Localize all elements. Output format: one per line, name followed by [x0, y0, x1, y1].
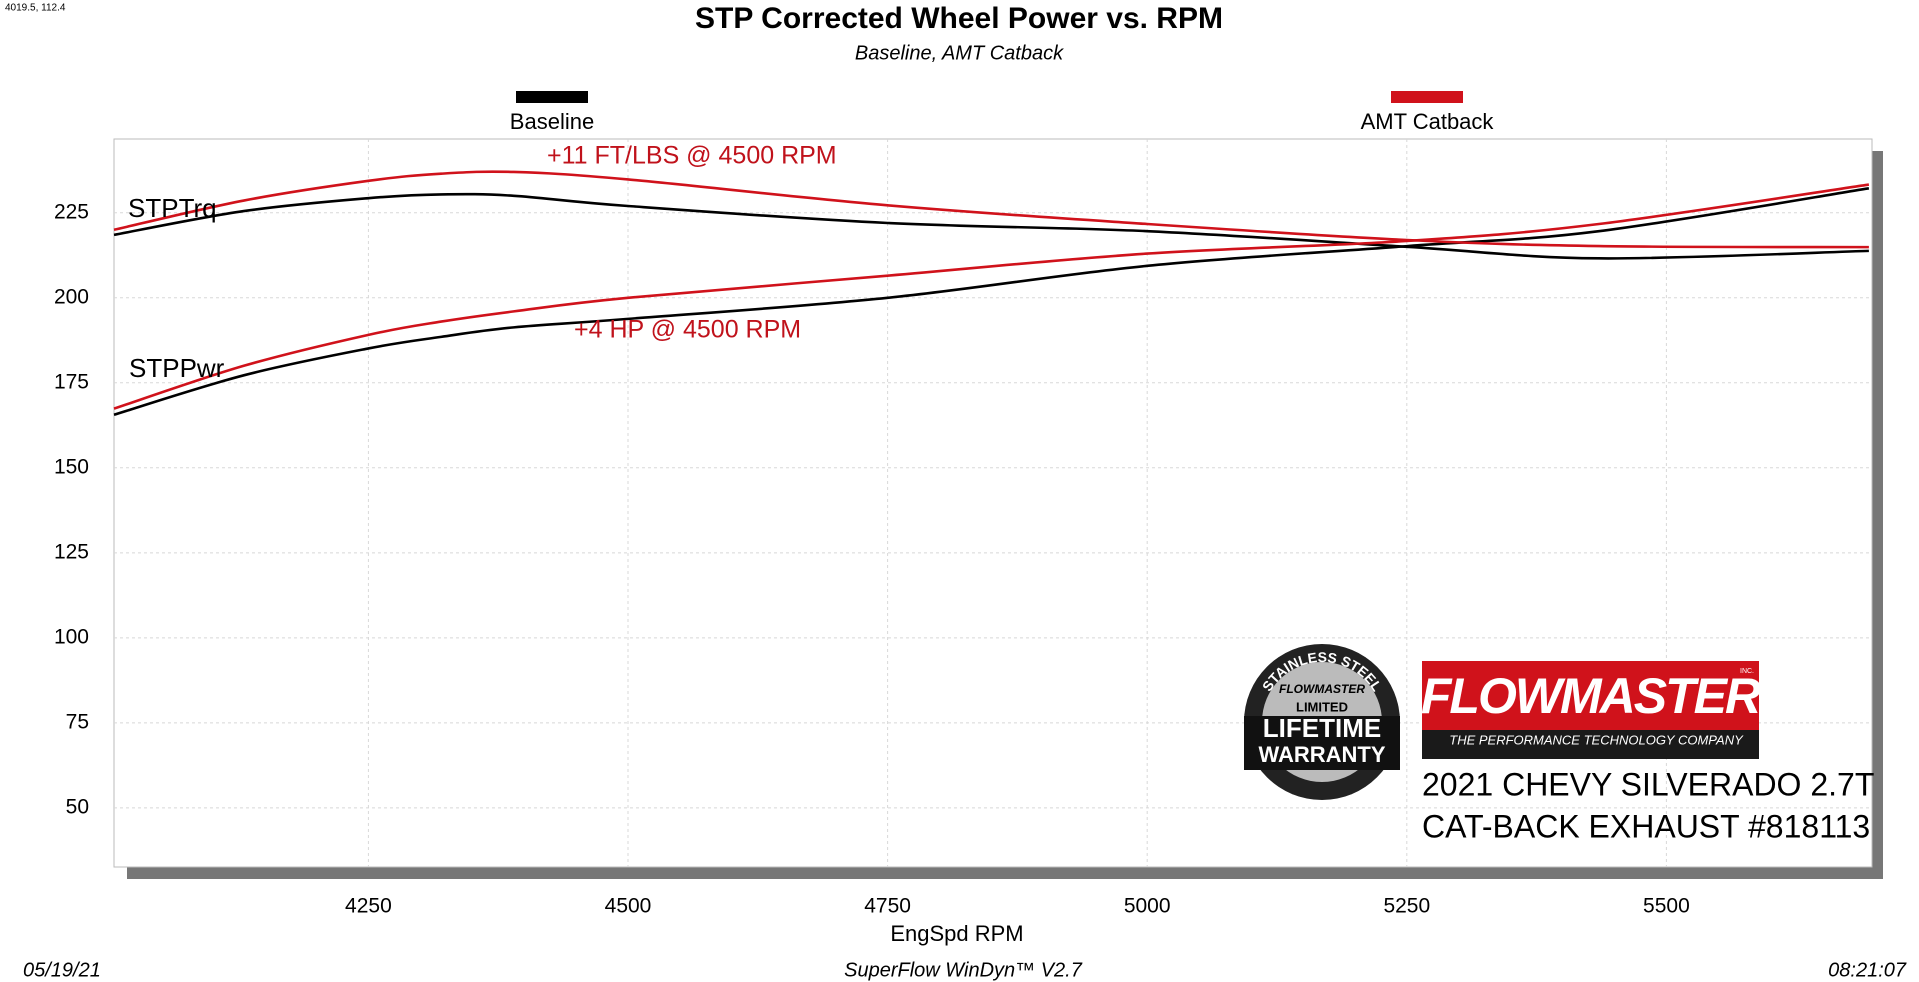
vehicle-line: CAT-BACK EXHAUST #818113 [1422, 808, 1870, 844]
series-line [113, 187, 1870, 417]
legend-label: Baseline [510, 109, 594, 134]
logo-inc: INC. [1740, 668, 1754, 675]
series-line [113, 183, 1870, 410]
y-tick-label: 225 [54, 200, 89, 223]
x-axis-label: EngSpd RPM [890, 921, 1023, 946]
legend-swatch [1391, 91, 1463, 103]
badge-brand: FLOWMASTER [1279, 682, 1365, 696]
vehicle-line: 2021 CHEVY SILVERADO 2.7T [1422, 766, 1874, 802]
chart-subtitle: Baseline, AMT Catback [855, 42, 1064, 64]
plot-shadow [1872, 151, 1883, 879]
badge-line: LIMITED [1296, 699, 1348, 714]
lines [113, 170, 1870, 417]
x-tick-label: 5000 [1124, 895, 1171, 918]
logo-band [1422, 730, 1759, 759]
y-tick-label: 100 [54, 625, 89, 648]
badge-band [1244, 716, 1400, 770]
curve-label: STPPwr [129, 353, 225, 383]
y-tick-label: 50 [66, 795, 89, 818]
y-tick-label: 200 [54, 285, 89, 308]
warranty-badge: STAINLESS STEEL FLOWMASTER LIMITED LIFET… [1244, 644, 1400, 800]
y-tick-label: 175 [54, 370, 89, 393]
badge-line: WARRANTY [1258, 742, 1385, 767]
x-tick-label: 4500 [605, 895, 652, 918]
annotation: +11 FT/LBS @ 4500 RPM [547, 142, 837, 170]
legend-label: AMT Catback [1361, 109, 1495, 134]
chart-title: STP Corrected Wheel Power vs. RPM [695, 2, 1223, 35]
logo-tagline: THE PERFORMANCE TECHNOLOGY COMPANY [1449, 732, 1744, 747]
y-tick-label: 150 [54, 455, 89, 478]
series-line [113, 170, 1869, 249]
legend-swatch [516, 91, 588, 103]
series-line [113, 192, 1869, 260]
badge-line: LIFETIME [1263, 713, 1381, 743]
footer-software: SuperFlow WinDyn™ V2.7 [844, 959, 1083, 981]
x-tick-label: 4750 [864, 895, 911, 918]
annotation: +4 HP @ 4500 RPM [574, 316, 801, 344]
corner-text: 4019.5, 112.4 [5, 3, 66, 14]
y-tick-label: 125 [54, 540, 89, 563]
y-tick-label: 75 [66, 710, 89, 733]
footer-date: 05/19/21 [23, 959, 101, 981]
x-tick-label: 4250 [345, 895, 392, 918]
footer-time: 08:21:07 [1828, 959, 1907, 981]
x-tick-label: 5500 [1643, 895, 1690, 918]
grid [114, 139, 1872, 867]
curve-label: STPTrq [128, 193, 217, 223]
logo: FLOWMASTER INC. THE PERFORMANCE TECHNOLO… [1421, 661, 1763, 759]
plot-shadow [127, 867, 1883, 879]
logo-brand: FLOWMASTER [1421, 668, 1761, 724]
x-tick-label: 5250 [1383, 895, 1430, 918]
